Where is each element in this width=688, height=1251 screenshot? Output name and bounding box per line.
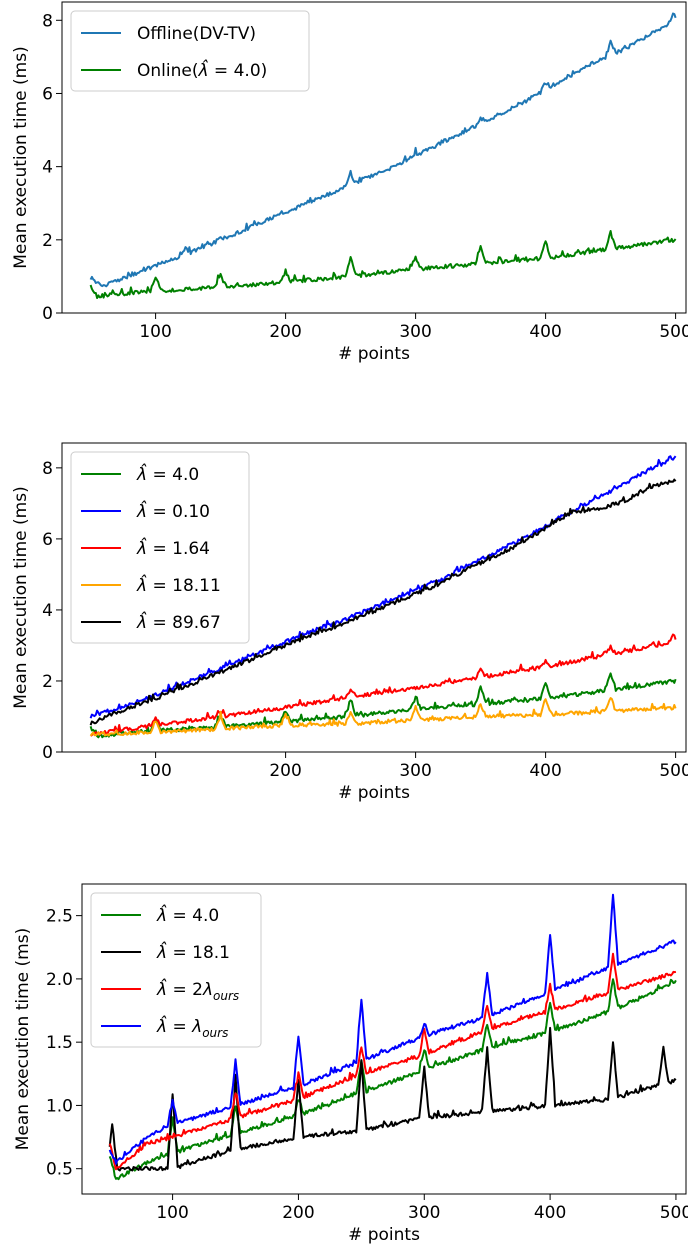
- series-line-1: [89, 12, 677, 288]
- y-tick-label: 0: [42, 743, 53, 763]
- y-tick-label: 6: [42, 84, 53, 104]
- series-line-2: [108, 1026, 677, 1172]
- legend-label: λ̂ = 4.0: [136, 462, 199, 485]
- chart-panel-1: 100 200 300 400 500 0 2 4 6 8 # points Mean executi…: [11, 1, 688, 364]
- legend: λ̂ = 4.0 λ̂ = 18.1 λ̂ = 2λours λ̂ = λours: [90, 892, 262, 1048]
- axes-frame: [61, 1, 687, 314]
- y-tick-label: 6: [42, 530, 53, 550]
- y-tick-label: 4: [42, 158, 53, 178]
- y-tick-label: 0.5: [46, 1160, 73, 1180]
- x-tick-label: 400: [529, 322, 561, 342]
- y-tick-label: 2.0: [46, 970, 73, 990]
- series-line-4: [108, 893, 677, 1165]
- legend-label: λ̂ = 18.11: [136, 573, 221, 596]
- legend-label: λ̂ = 18.1: [156, 940, 230, 963]
- x-tick-label: 100: [139, 761, 171, 781]
- series-line-2: [89, 230, 677, 299]
- legend-label: λ̂ = 2λours: [156, 977, 239, 1003]
- x-tick-label: 500: [659, 761, 688, 781]
- axes-frame: [61, 442, 687, 753]
- x-tick-label: 100: [156, 1203, 188, 1223]
- y-tick-label: 8: [42, 459, 53, 479]
- x-axis-label: # points: [338, 344, 410, 364]
- x-axis-label: # points: [338, 783, 410, 803]
- x-tick-label: 200: [269, 322, 301, 342]
- y-tick-label: 1.5: [46, 1033, 73, 1053]
- x-axis-label: # points: [348, 1225, 420, 1245]
- legend-label: λ̂ = 1.64: [136, 536, 210, 559]
- legend-label: λ̂ = 0.10: [136, 499, 210, 522]
- x-tick-label: 300: [408, 1203, 440, 1223]
- x-tick-label: 400: [534, 1203, 566, 1223]
- series-line-3: [108, 952, 677, 1171]
- x-tick-label: 200: [282, 1203, 314, 1223]
- x-tick-label: 500: [659, 322, 688, 342]
- legend-label: Offline(DV-TV): [137, 24, 256, 44]
- y-tick-label: 8: [42, 11, 53, 31]
- legend: Offline(DV-TV) Online(λ̂ = 4.0): [70, 10, 310, 92]
- y-axis-label: Mean execution time (ms): [11, 46, 31, 268]
- y-tick-label: 0: [42, 304, 53, 324]
- legend: λ̂ = 4.0 λ̂ = 0.10 λ̂ = 1.64 λ̂ = 18.11 λ̂ =…: [70, 451, 250, 644]
- x-tick-label: 300: [399, 761, 431, 781]
- series-line-5: [89, 478, 677, 726]
- chart-panel-3: 100 200 300 400 500 0.5 1.0 1.5 2.0 2.5 # points Me…: [13, 883, 688, 1245]
- series-line-2: [89, 455, 677, 719]
- legend-box: [70, 451, 250, 644]
- x-tick-label: 200: [269, 761, 301, 781]
- x-tick-label: 500: [660, 1203, 688, 1223]
- y-axis-label: Mean execution time (ms): [11, 486, 31, 708]
- x-tick-label: 400: [529, 761, 561, 781]
- y-tick-label: 4: [42, 601, 53, 621]
- x-tick-label: 100: [139, 322, 171, 342]
- legend-label: λ̂ = 4.0: [156, 903, 219, 926]
- legend-label: λ̂ = 89.67: [136, 610, 221, 633]
- y-tick-label: 2: [42, 231, 53, 251]
- legend-label: λ̂ = λours: [156, 1014, 228, 1040]
- axes-frame: [81, 883, 687, 1195]
- legend-label: Online(λ̂ = 4.0): [137, 58, 267, 81]
- chart-panel-2: 100 200 300 400 500 0 2 4 6 8 # points Mean executi…: [11, 442, 688, 803]
- series-line-1: [108, 978, 677, 1181]
- y-tick-label: 2.5: [46, 907, 73, 927]
- y-axis-label: Mean execution time (ms): [13, 928, 33, 1150]
- y-tick-label: 1.0: [46, 1096, 73, 1116]
- legend-box: [90, 892, 262, 1048]
- legend-box: [70, 10, 310, 92]
- y-tick-label: 2: [42, 672, 53, 692]
- x-tick-label: 300: [399, 322, 431, 342]
- series-line-3: [90, 633, 677, 737]
- series-line-4: [89, 697, 677, 737]
